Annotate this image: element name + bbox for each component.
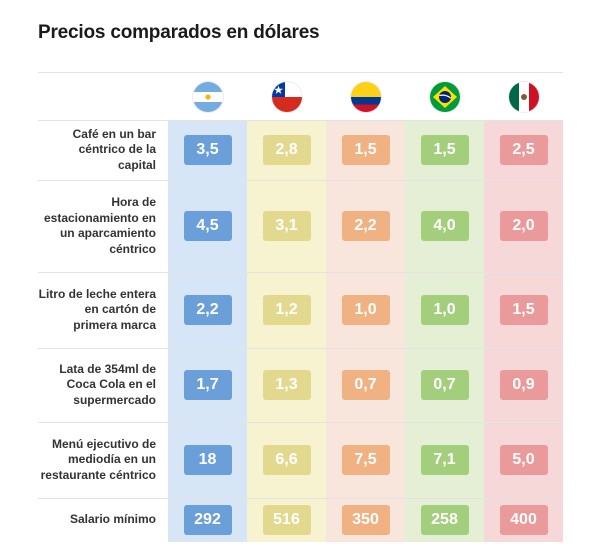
argentina-flag-icon	[192, 82, 223, 112]
column-background-brasil	[405, 120, 484, 542]
value-cell: 1,7	[183, 370, 232, 400]
value-cell: 258	[420, 505, 469, 535]
row-divider	[38, 180, 563, 181]
value-cell: 1,5	[499, 295, 548, 325]
chile-flag-icon	[271, 82, 302, 112]
value-cell: 2,8	[262, 135, 311, 165]
value-cell: 2,5	[499, 135, 548, 165]
row-label: Hora de estacionamiento en un aparcamien…	[43, 195, 156, 256]
column-background-méxico	[484, 120, 563, 542]
value-cell: 1,5	[341, 135, 390, 165]
value-cell: 1,0	[420, 295, 469, 325]
value-cell: 0,9	[499, 370, 548, 400]
value-cell: 7,5	[341, 445, 390, 475]
row-divider	[38, 272, 563, 273]
value-cell: 2,2	[183, 295, 232, 325]
value-cell: 400	[499, 505, 548, 535]
value-cell: 1,5	[420, 135, 469, 165]
colombia-flag-icon	[350, 82, 381, 112]
row-label: Litro de leche entera en cartón de prime…	[38, 286, 156, 332]
value-cell: 4,0	[420, 211, 469, 241]
value-cell: 5,0	[499, 445, 548, 475]
price-comparison-table: Café en un bar céntrico de la capital 3,5…	[38, 72, 563, 542]
value-cell: 0,7	[341, 370, 390, 400]
value-cell: 292	[183, 505, 232, 535]
value-cell: 3,1	[262, 211, 311, 241]
value-cell: 1,3	[262, 370, 311, 400]
value-cell: 1,0	[341, 295, 390, 325]
column-background-argentina	[168, 120, 247, 542]
row-divider	[38, 120, 563, 121]
value-cell: 0,7	[420, 370, 469, 400]
column-background-colombia	[326, 120, 405, 542]
value-cell: 6,6	[262, 445, 311, 475]
value-cell: 2,0	[499, 211, 548, 241]
column-background-chile	[247, 120, 326, 542]
value-cell: 1,2	[262, 295, 311, 325]
value-cell: 516	[262, 505, 311, 535]
value-cell: 350	[341, 505, 390, 535]
row-divider	[38, 422, 563, 423]
value-cell: 7,1	[420, 445, 469, 475]
row-label: Salario mínimo	[69, 512, 156, 527]
value-cell: 3,5	[183, 135, 232, 165]
mexico-flag-icon	[508, 82, 539, 112]
row-divider	[38, 72, 563, 73]
value-cell: 18	[183, 445, 232, 475]
row-label: Café en un bar céntrico de la capital	[72, 126, 156, 172]
value-cell: 2,2	[341, 211, 390, 241]
row-divider	[38, 498, 563, 499]
row-divider	[38, 348, 563, 349]
brazil-flag-icon	[429, 82, 460, 112]
row-label: Lata de 354ml de Coca Cola en el superme…	[59, 361, 156, 407]
row-label: Menú ejecutivo de mediodía en un restaur…	[40, 436, 156, 482]
value-cell: 4,5	[183, 211, 232, 241]
chart-title: Precios comparados en dólares	[38, 22, 320, 43]
